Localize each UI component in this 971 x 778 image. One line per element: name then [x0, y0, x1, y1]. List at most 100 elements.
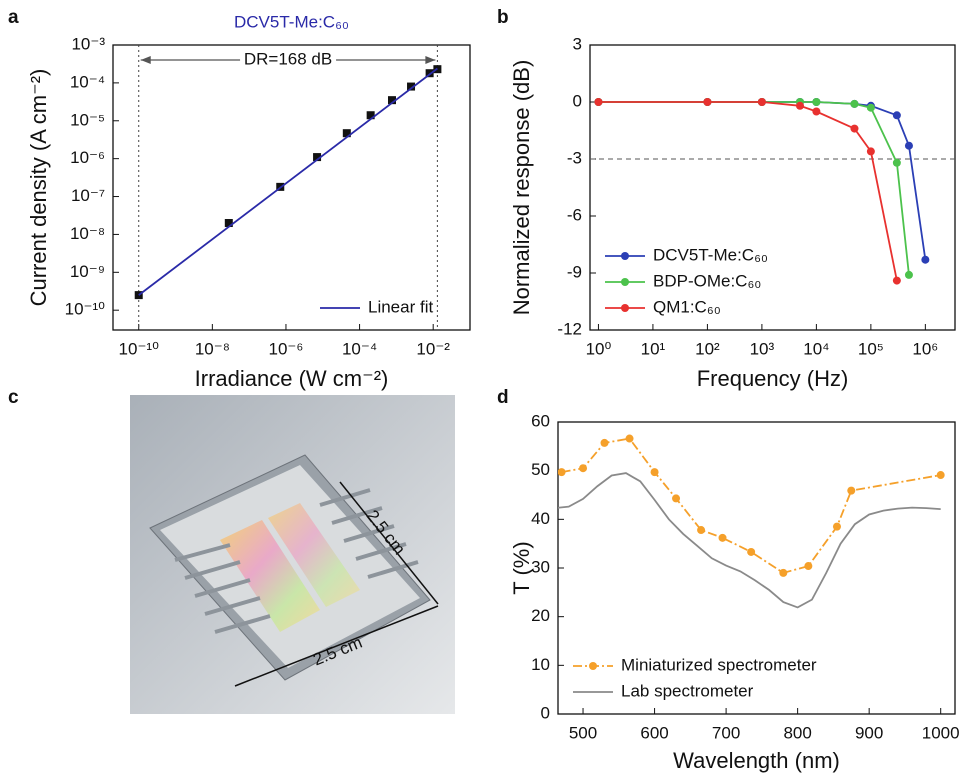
legend-label: DCV5T-Me:C₆₀ — [653, 245, 768, 264]
point — [850, 99, 859, 108]
point — [832, 522, 841, 531]
point — [224, 219, 233, 228]
x-tick-label: 10⁻¹⁰ — [119, 339, 160, 358]
point — [795, 101, 804, 110]
point — [718, 533, 727, 542]
y-tick-label: -12 — [557, 319, 582, 338]
point — [904, 270, 913, 279]
x-tick-label: 10¹ — [641, 339, 666, 358]
y-tick-label: 10⁻⁴ — [70, 72, 105, 91]
point — [866, 103, 875, 112]
point — [342, 129, 351, 138]
x-tick-label: 10⁻² — [416, 339, 450, 358]
y-tick-label: 10⁻⁵ — [70, 110, 105, 129]
point — [672, 494, 681, 503]
legend-label: BDP-OMe:C₆₀ — [653, 271, 761, 290]
y-tick-label: 60 — [531, 411, 550, 430]
point — [579, 464, 588, 473]
point — [850, 124, 859, 133]
series-group — [558, 434, 945, 609]
point — [747, 547, 756, 556]
point — [313, 153, 322, 162]
x-axis-label: Irradiance (W cm⁻²) — [195, 366, 389, 391]
y-axis-label: Current density (A cm⁻²) — [26, 69, 51, 307]
series-line — [138, 67, 438, 296]
y-tick-label: -9 — [567, 262, 582, 281]
legend-marker — [621, 304, 629, 312]
point — [936, 471, 945, 480]
x-tick-label: 10⁴ — [803, 339, 829, 358]
y-tick-label: 50 — [531, 460, 550, 479]
point — [697, 526, 706, 535]
point — [600, 438, 609, 447]
point — [594, 98, 603, 106]
y-tick-label: -6 — [567, 205, 582, 224]
chart-title: DCV5T-Me:C₆₀ — [234, 12, 349, 31]
x-tick-label: 10⁻⁶ — [269, 339, 304, 358]
point — [779, 568, 788, 577]
point — [812, 107, 821, 116]
plot-frame — [589, 44, 956, 331]
point — [904, 141, 913, 150]
legend-marker — [621, 278, 629, 286]
y-axis-label: Normalized response (dB) — [509, 60, 534, 316]
point — [425, 69, 434, 78]
y-tick-label: 10⁻⁷ — [71, 186, 105, 205]
y-tick-label: 20 — [531, 606, 550, 625]
x-tick-label: 600 — [640, 723, 668, 742]
y-tick-label: 10⁻⁸ — [70, 224, 105, 243]
point — [921, 255, 930, 264]
point — [804, 562, 813, 571]
y-tick-label: 30 — [531, 557, 550, 576]
point — [757, 98, 766, 106]
series-line — [561, 437, 941, 574]
series-group — [134, 65, 442, 300]
legend-label: Lab spectrometer — [621, 681, 754, 700]
x-tick-label: 10⁶ — [912, 339, 938, 358]
x-tick-label: 10⁻⁴ — [342, 339, 377, 358]
y-tick-label: 10 — [531, 655, 550, 674]
x-axis-label: Wavelength (nm) — [673, 748, 840, 773]
legend-marker — [621, 252, 629, 260]
x-tick-label: 500 — [569, 723, 597, 742]
x-axis-label: Frequency (Hz) — [697, 366, 849, 391]
annotation-bg — [240, 50, 337, 70]
series-line — [558, 472, 941, 609]
point — [703, 98, 712, 106]
x-tick-label: 10² — [695, 339, 720, 358]
annotation: DR=168 dB — [244, 49, 332, 68]
point — [366, 111, 375, 120]
y-axis-label: T (%) — [509, 541, 534, 594]
point — [812, 98, 821, 106]
x-tick-label: 1000 — [922, 723, 960, 742]
y-tick-label: 10⁻⁶ — [70, 148, 105, 167]
point — [892, 276, 901, 285]
legend-marker — [589, 662, 597, 670]
series-line — [598, 101, 898, 281]
x-tick-label: 10⁵ — [858, 339, 884, 358]
y-tick-label: 10⁻³ — [71, 34, 105, 53]
y-tick-label: 10⁻¹⁰ — [65, 300, 106, 319]
panel-letter: d — [497, 387, 509, 408]
y-tick-label: 10⁻⁹ — [70, 262, 105, 281]
point — [892, 111, 901, 120]
point — [407, 82, 416, 91]
plot-frame — [112, 44, 471, 331]
series-group — [594, 98, 930, 285]
panel-letter: b — [497, 7, 509, 28]
y-tick-label: 40 — [531, 509, 550, 528]
panel-letter: a — [8, 7, 19, 28]
y-tick-label: -3 — [567, 148, 582, 167]
y-tick-label: 0 — [573, 91, 582, 110]
point — [847, 486, 856, 495]
x-tick-label: 10⁰ — [586, 339, 612, 358]
panel-letter: c — [8, 387, 19, 408]
legend-label: Miniaturized spectrometer — [621, 655, 817, 674]
x-tick-label: 10⁻⁸ — [195, 339, 230, 358]
legend-label: QM1:C₆₀ — [653, 297, 721, 316]
point — [892, 158, 901, 167]
y-tick-label: 0 — [541, 703, 550, 722]
plot-frame — [557, 421, 956, 715]
legend-label: Linear fit — [368, 297, 433, 316]
